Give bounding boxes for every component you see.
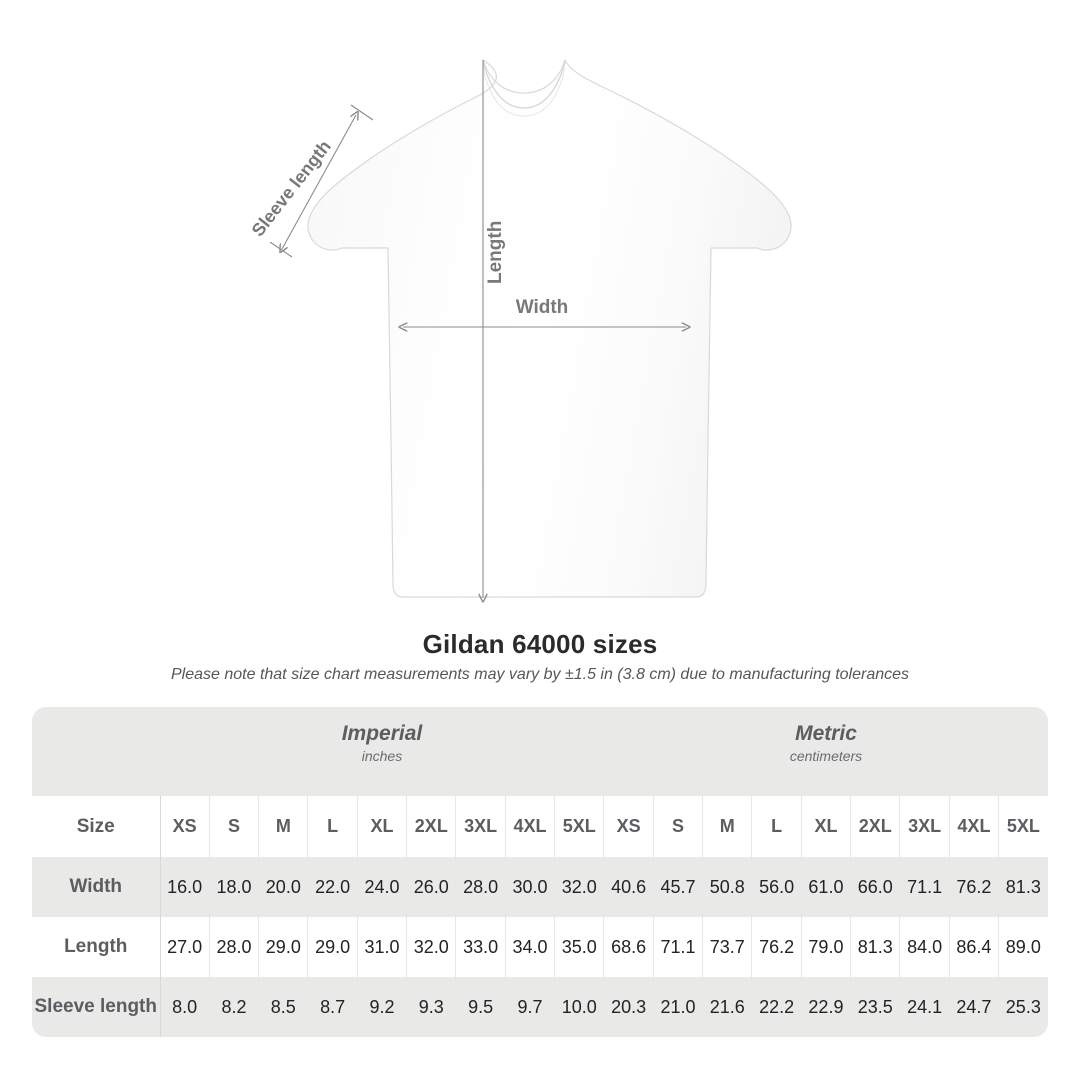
svg-text:Sleeve length: Sleeve length: [248, 136, 335, 240]
svg-text:Width: Width: [516, 297, 569, 318]
svg-text:Length: Length: [485, 221, 506, 284]
